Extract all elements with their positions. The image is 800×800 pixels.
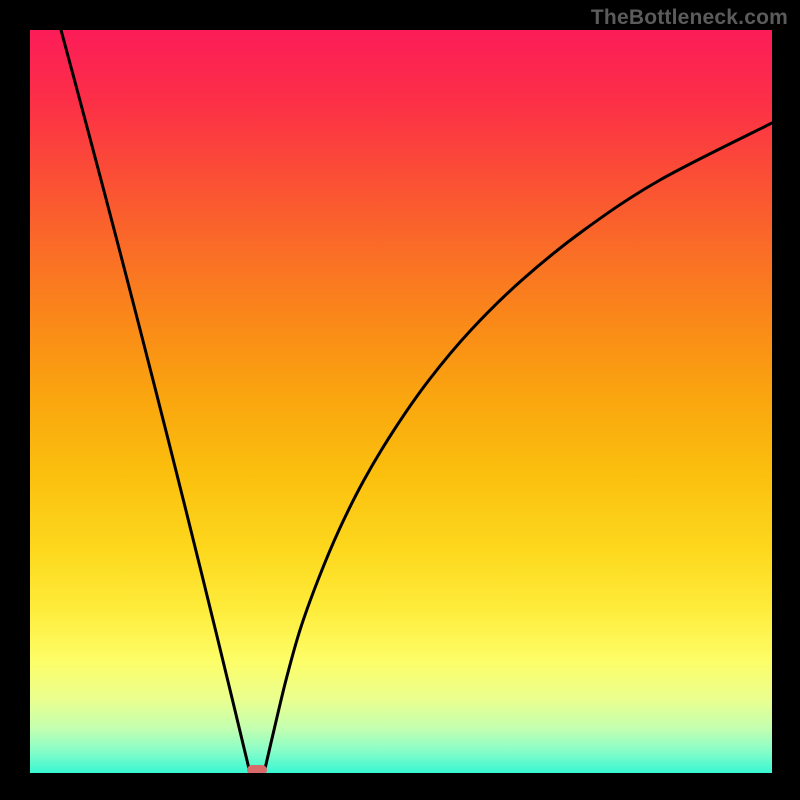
bottleneck-chart	[30, 30, 772, 773]
watermark-text: TheBottleneck.com	[591, 6, 788, 30]
gradient-background	[30, 30, 772, 773]
minimum-marker	[247, 765, 267, 773]
canvas-root: TheBottleneck.com	[0, 0, 800, 800]
